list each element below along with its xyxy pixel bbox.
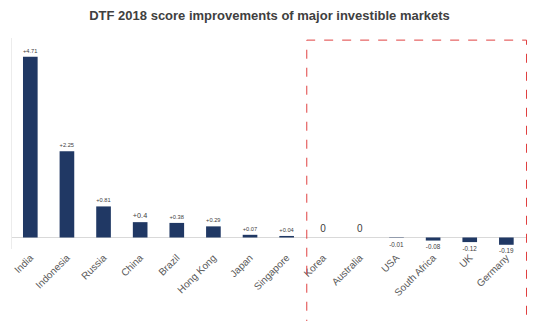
svg-text:Singapore: Singapore [252,252,292,292]
svg-text:-0.01: -0.01 [389,241,404,248]
svg-text:USA: USA [379,252,402,275]
svg-text:-0.12: -0.12 [462,245,477,252]
svg-text:Germany: Germany [474,252,511,289]
svg-text:+0.04: +0.04 [279,227,293,233]
svg-text:Russia: Russia [79,252,109,282]
svg-text:Hong Kong: Hong Kong [175,252,218,295]
svg-text:-0.19: -0.19 [499,247,514,254]
svg-text:+0.4: +0.4 [133,211,147,220]
svg-text:+0.38: +0.38 [169,214,183,220]
svg-text:Japan: Japan [228,252,255,279]
svg-text:0: 0 [357,223,363,234]
svg-text:DTF 2018 score improvements of: DTF 2018 score improvements of major inv… [89,8,450,23]
svg-text:Korea: Korea [302,252,329,279]
svg-text:+0.29: +0.29 [206,217,220,223]
svg-text:+4.71: +4.71 [23,48,37,54]
svg-text:South Africa: South Africa [392,252,438,298]
svg-text:China: China [119,252,146,279]
svg-text:0: 0 [320,223,326,234]
svg-text:Brazil: Brazil [156,252,181,277]
svg-text:India: India [12,252,35,275]
svg-text:Australia: Australia [330,252,366,288]
svg-text:UK: UK [457,252,475,270]
svg-text:+0.81: +0.81 [96,197,110,203]
svg-text:+2.25: +2.25 [60,142,74,148]
svg-text:+0.07: +0.07 [243,226,257,232]
svg-text:Indonesia: Indonesia [33,252,72,291]
svg-text:-0.08: -0.08 [426,243,441,250]
